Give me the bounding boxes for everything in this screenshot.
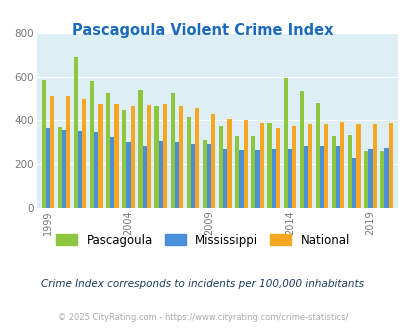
Bar (356, 124, 360, 208)
Bar (291, 126, 295, 208)
Bar (287, 149, 291, 208)
Bar (271, 149, 275, 208)
Bar (66, 96, 70, 208)
Bar (234, 136, 239, 208)
Bar (110, 137, 114, 208)
Bar (190, 145, 195, 208)
Bar (352, 158, 356, 208)
Text: © 2025 CityRating.com - https://www.cityrating.com/crime-statistics/: © 2025 CityRating.com - https://www.city… (58, 313, 347, 322)
Bar (267, 123, 271, 208)
Bar (335, 146, 339, 208)
Bar (223, 149, 227, 208)
Bar (58, 127, 62, 208)
Bar (62, 130, 66, 208)
Bar (186, 117, 190, 208)
Bar (146, 105, 151, 208)
Bar (211, 114, 215, 208)
Bar (114, 104, 118, 208)
Bar (323, 124, 328, 208)
Bar (319, 146, 323, 208)
Bar (331, 136, 335, 208)
Bar (227, 119, 231, 208)
Bar (384, 148, 388, 208)
Bar (388, 123, 392, 208)
Bar (175, 142, 179, 208)
Bar (239, 150, 243, 208)
Bar (303, 146, 307, 208)
Bar (90, 81, 94, 208)
Bar (158, 141, 162, 208)
Bar (307, 124, 311, 208)
Bar (195, 109, 199, 208)
Bar (106, 93, 110, 208)
Bar (372, 124, 376, 208)
Bar (46, 128, 50, 208)
Bar (251, 136, 255, 208)
Bar (82, 99, 86, 208)
Bar (283, 78, 287, 208)
Bar (138, 90, 142, 208)
Bar (315, 103, 319, 208)
Bar (347, 135, 352, 208)
Bar (207, 145, 211, 208)
Text: Pascagoula Violent Crime Index: Pascagoula Violent Crime Index (72, 23, 333, 38)
Bar (170, 93, 175, 208)
Bar (202, 140, 207, 208)
Bar (41, 80, 46, 208)
Bar (363, 151, 367, 208)
Bar (50, 96, 54, 208)
Bar (122, 110, 126, 208)
Bar (74, 57, 78, 208)
Bar (259, 123, 263, 208)
Text: Crime Index corresponds to incidents per 100,000 inhabitants: Crime Index corresponds to incidents per… (41, 279, 364, 289)
Bar (367, 149, 372, 208)
Bar (243, 120, 247, 208)
Bar (98, 104, 102, 208)
Bar (78, 131, 82, 208)
Bar (126, 142, 130, 208)
Bar (218, 126, 223, 208)
Bar (94, 132, 98, 208)
Bar (162, 104, 166, 208)
Bar (142, 146, 146, 208)
Bar (379, 151, 384, 208)
Bar (255, 150, 259, 208)
Bar (154, 106, 158, 208)
Bar (275, 128, 279, 208)
Bar (339, 121, 343, 208)
Bar (179, 106, 183, 208)
Bar (299, 91, 303, 208)
Legend: Pascagoula, Mississippi, National: Pascagoula, Mississippi, National (51, 229, 354, 251)
Bar (130, 106, 134, 208)
